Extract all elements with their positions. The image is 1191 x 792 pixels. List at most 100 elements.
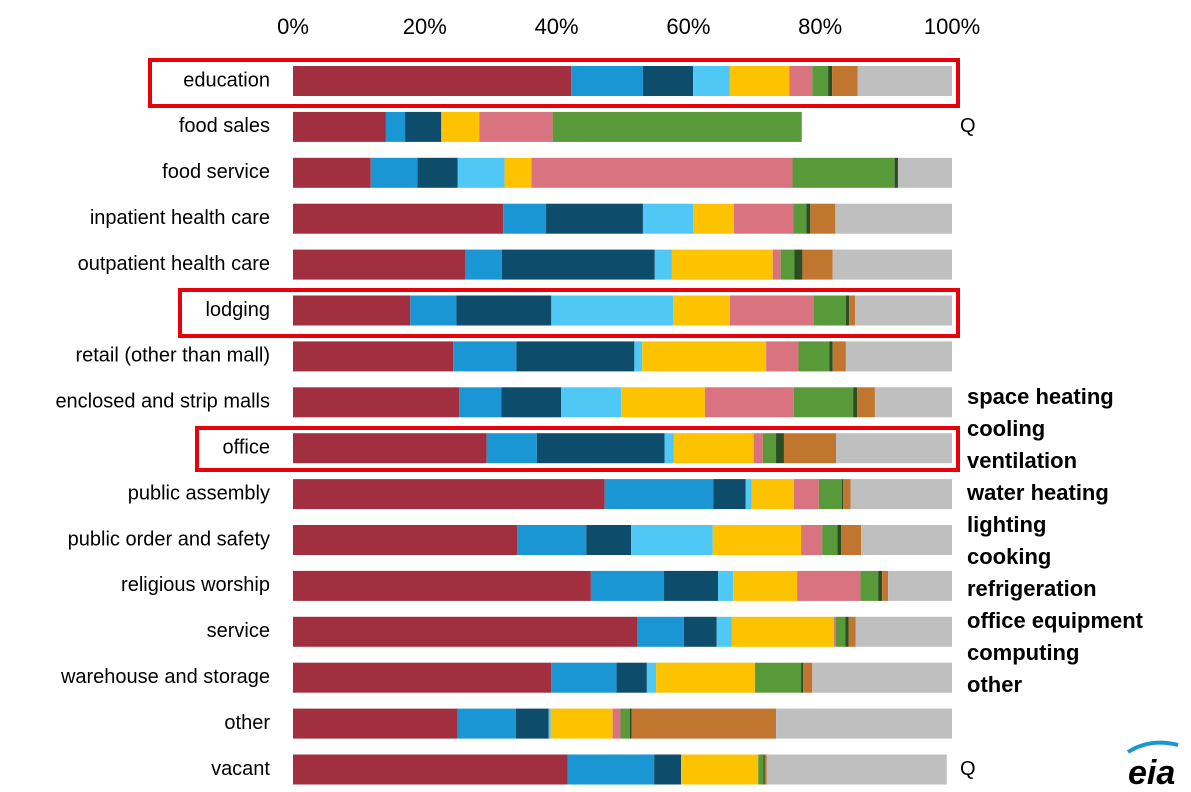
legend-entry: computing xyxy=(967,640,1079,665)
bar-segment xyxy=(713,479,746,510)
bar-segment xyxy=(803,662,813,693)
bar-segment xyxy=(293,479,605,510)
bar-segment xyxy=(616,662,647,693)
bar-segment xyxy=(855,616,952,647)
bar-segment xyxy=(849,295,856,326)
highlight-box xyxy=(148,58,960,108)
bar-segment xyxy=(293,66,572,96)
bar-segment xyxy=(417,157,458,188)
bar-segment xyxy=(612,708,621,739)
category-label: inpatient health care xyxy=(90,207,270,229)
bar-segment xyxy=(861,525,952,555)
bar-segment xyxy=(718,570,734,601)
bar-segment xyxy=(457,157,505,188)
category-label: office xyxy=(223,436,270,458)
legend-entry: water heating xyxy=(966,480,1109,505)
bar-segment xyxy=(751,479,794,510)
bar-segment xyxy=(693,66,730,96)
bar-segment xyxy=(792,157,895,188)
highlight-box xyxy=(178,288,960,338)
bar-segment xyxy=(501,387,562,418)
bar-segment xyxy=(551,295,674,326)
bar-segment xyxy=(793,479,819,510)
bar-segment xyxy=(783,433,837,464)
bar-segment xyxy=(590,570,665,601)
bar-segment xyxy=(456,295,552,326)
bar-segment xyxy=(459,387,502,418)
bar-segment xyxy=(837,525,842,555)
bar-segment xyxy=(551,662,617,693)
bar-segment xyxy=(729,295,814,326)
bar-segment xyxy=(794,249,803,280)
bar-segment xyxy=(850,479,952,510)
legend-entry: lighting xyxy=(967,512,1046,537)
x-tick-label: 60% xyxy=(666,14,710,39)
bar-segment xyxy=(293,341,454,372)
bar-segment xyxy=(410,295,457,326)
bar-segment xyxy=(855,295,952,326)
bar-segment xyxy=(772,249,781,280)
bar-segment xyxy=(832,249,952,280)
bar-segment xyxy=(704,387,794,418)
bar-segment xyxy=(766,754,947,785)
legend-entry: cooling xyxy=(967,416,1045,441)
bar-segment xyxy=(894,157,898,188)
bar-segment xyxy=(586,525,632,555)
bar-segment xyxy=(479,111,553,142)
bar-segment xyxy=(813,295,846,326)
category-label: outpatient health care xyxy=(78,253,270,275)
category-label: other xyxy=(224,712,270,734)
bar-segment xyxy=(673,295,730,326)
bar-segment xyxy=(776,433,784,464)
annotation: Q xyxy=(960,115,976,137)
bar-segment xyxy=(567,754,655,785)
bar-segment xyxy=(457,708,516,739)
category-label: service xyxy=(207,620,270,642)
bar-segment xyxy=(845,616,849,647)
bar-segment xyxy=(836,616,846,647)
annotation: Q xyxy=(960,758,976,780)
bar-segment xyxy=(801,662,804,693)
bar-segment xyxy=(763,754,765,785)
bar-segment xyxy=(729,66,790,96)
category-label: enclosed and strip malls xyxy=(55,391,270,413)
bar-segment xyxy=(548,708,551,739)
bar-segment xyxy=(780,249,795,280)
bar-segment xyxy=(664,433,674,464)
bar-segment xyxy=(835,203,952,234)
legend-entry: office equipment xyxy=(967,608,1144,633)
bar-segment xyxy=(693,203,734,234)
bar-segment xyxy=(745,479,752,510)
bar-segment xyxy=(812,662,952,693)
bar-segment xyxy=(293,662,552,693)
bar-segment xyxy=(810,203,836,234)
category-label: retail (other than mall) xyxy=(75,345,270,367)
bar-segment xyxy=(536,433,665,464)
bar-segment xyxy=(673,433,754,464)
bar-segment xyxy=(836,433,952,464)
bar-segment xyxy=(531,157,793,188)
category-label: warehouse and storage xyxy=(60,666,270,688)
bar-segment xyxy=(789,66,813,96)
bar-segment xyxy=(293,708,458,739)
bar-segment xyxy=(664,570,719,601)
bar-segment xyxy=(801,525,823,555)
bar-segment xyxy=(828,66,833,96)
bar-segment xyxy=(776,708,952,739)
bar-segment xyxy=(516,341,635,372)
bar-segment xyxy=(654,249,672,280)
bar-segment xyxy=(712,525,802,555)
bar-segment xyxy=(552,111,802,142)
bar-segment xyxy=(620,708,630,739)
bar-segment xyxy=(841,525,862,555)
bar-segment xyxy=(812,66,829,96)
bar-segment xyxy=(636,616,684,647)
bar-segment xyxy=(293,111,386,142)
bar-segment xyxy=(754,662,802,693)
bar-segment xyxy=(843,479,851,510)
bar-segment xyxy=(878,570,883,601)
bar-segment xyxy=(753,433,763,464)
bar-segment xyxy=(857,66,952,96)
x-tick-label: 0% xyxy=(277,14,309,39)
